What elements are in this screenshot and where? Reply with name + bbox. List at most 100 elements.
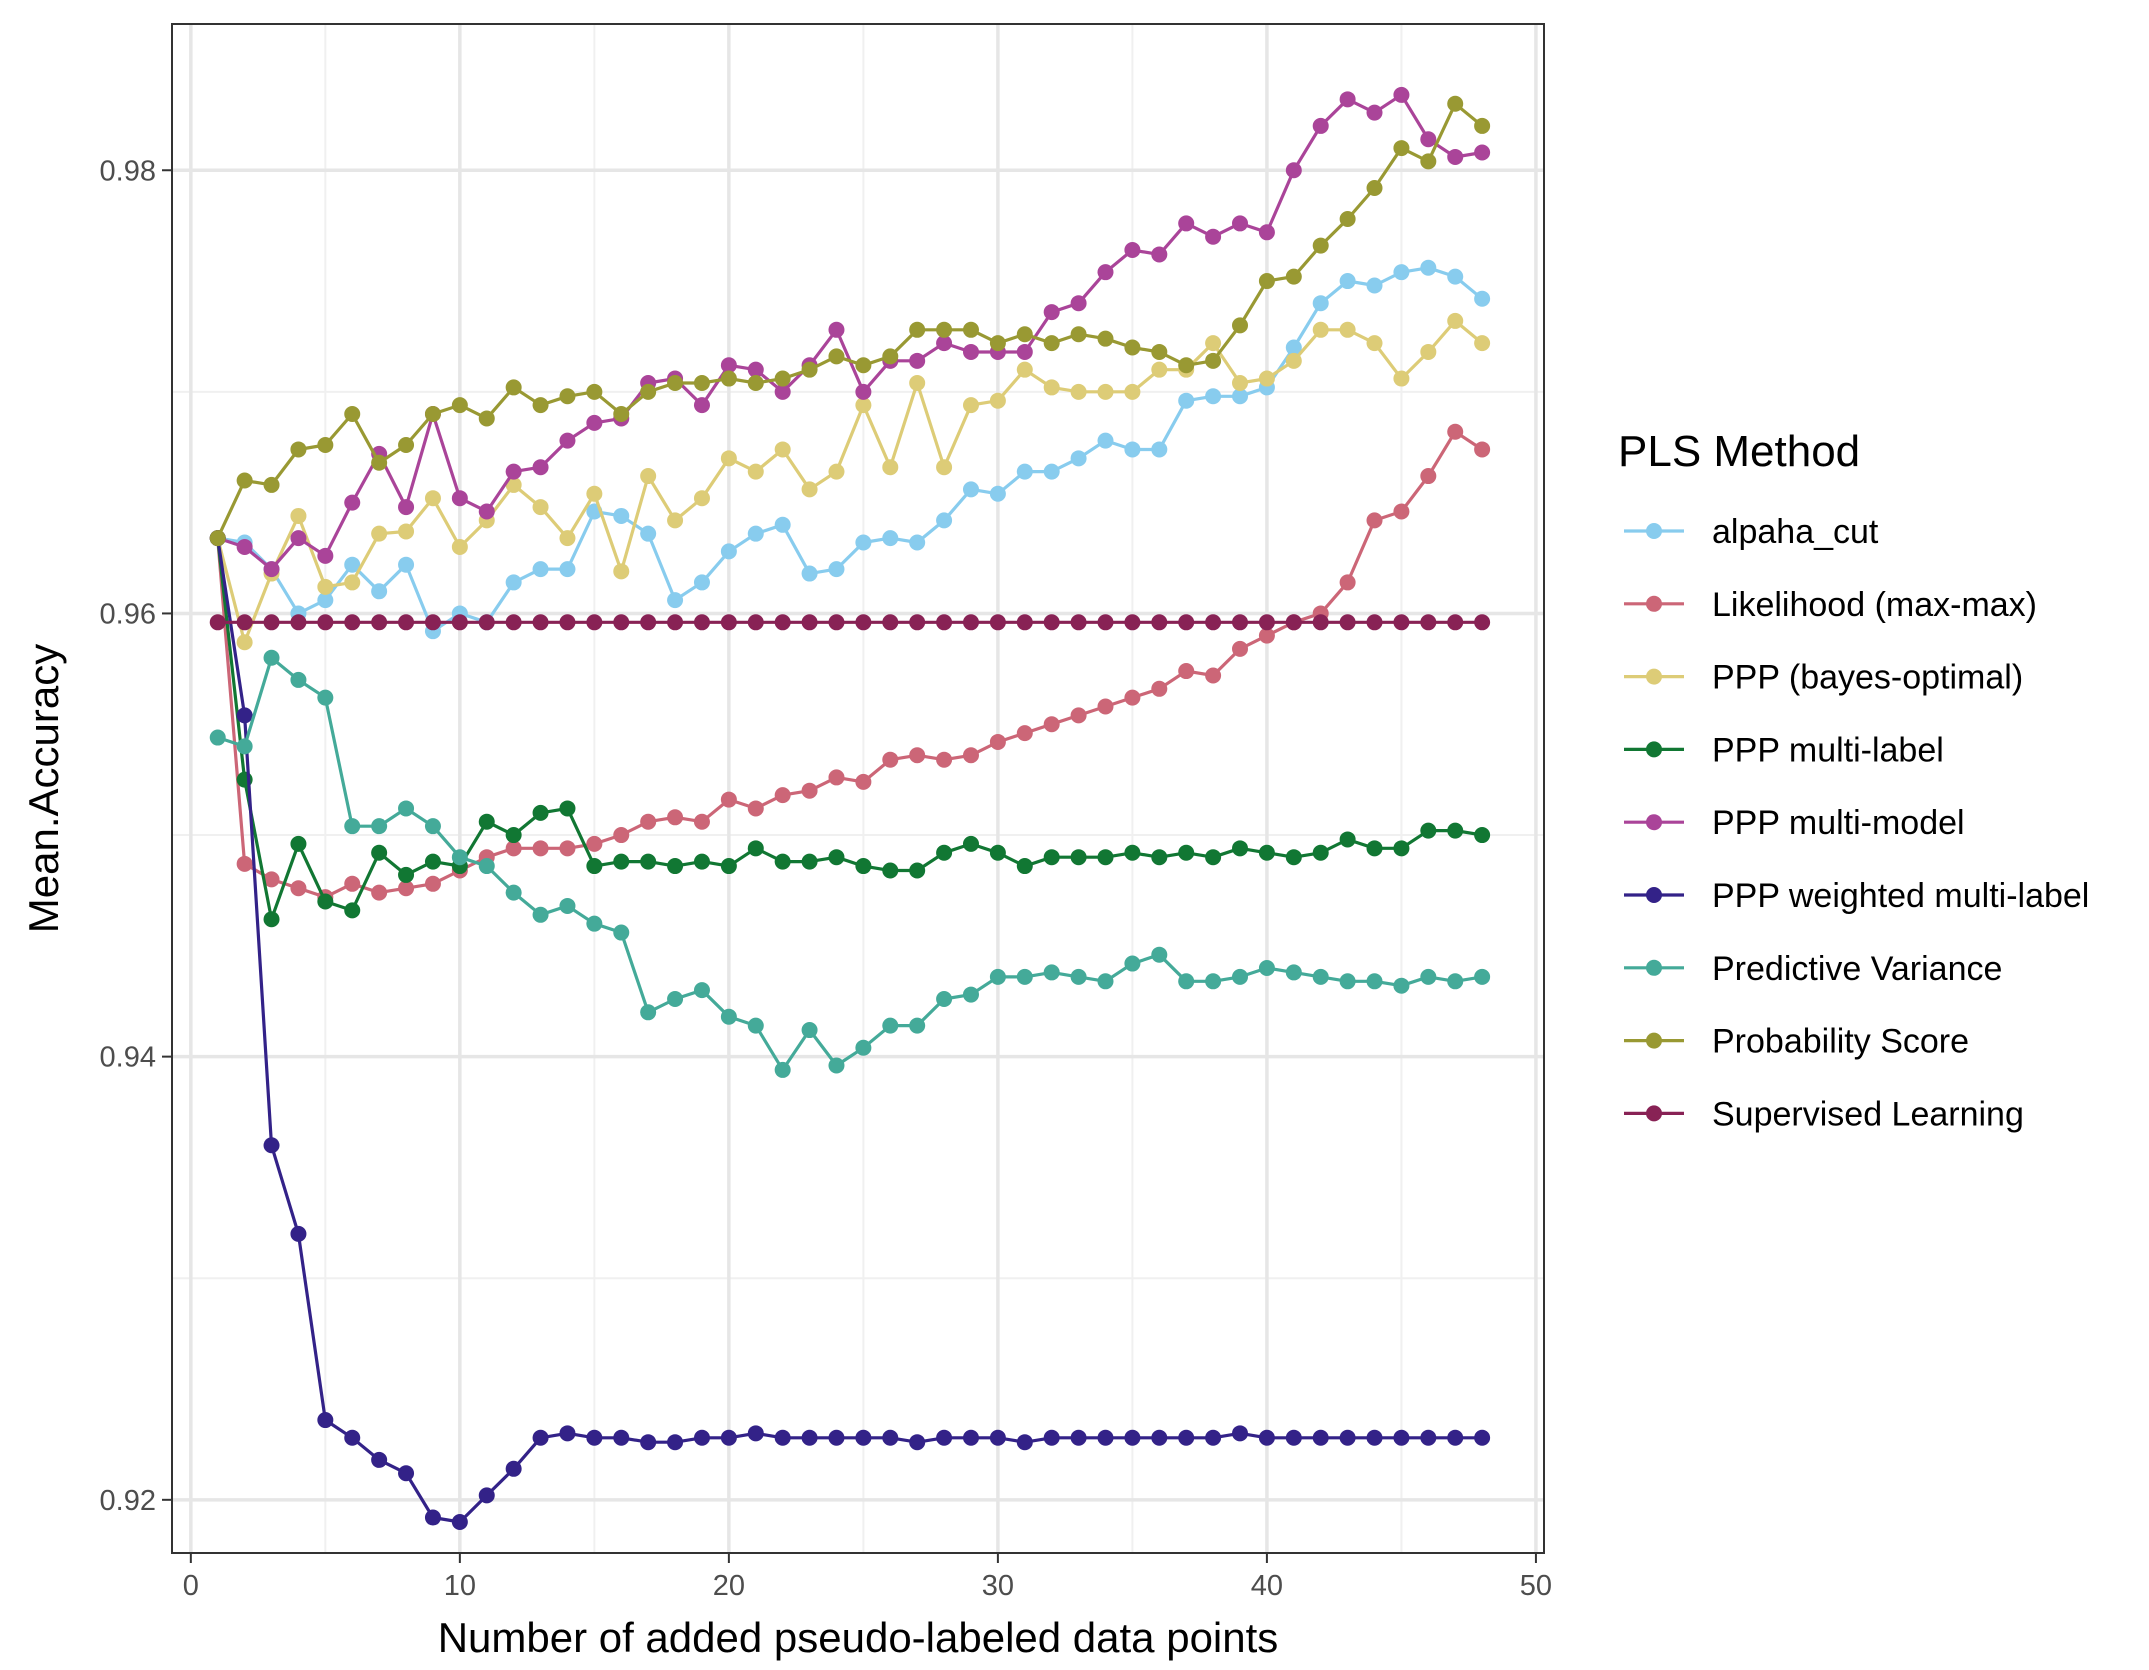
data-point [263, 1137, 280, 1154]
legend-key-point [1646, 523, 1662, 539]
data-point [1339, 211, 1356, 228]
data-point [532, 1429, 549, 1446]
data-point [1043, 379, 1060, 396]
data-point [451, 849, 468, 866]
data-point [1258, 370, 1275, 387]
data-point [1339, 321, 1356, 338]
data-point [478, 858, 495, 875]
data-point [317, 547, 334, 564]
data-point [1447, 268, 1464, 285]
data-point [909, 1017, 926, 1034]
data-point [1124, 441, 1141, 458]
data-point [1312, 295, 1329, 312]
data-point [1447, 614, 1464, 631]
data-point [1312, 1429, 1329, 1446]
data-point [613, 827, 630, 844]
data-point [1205, 973, 1222, 990]
data-point [1339, 1429, 1356, 1446]
data-point [667, 858, 684, 875]
data-point [801, 361, 818, 378]
data-point [1043, 335, 1060, 352]
data-point [532, 397, 549, 414]
data-point [344, 574, 361, 591]
x-tick-label: 10 [444, 1570, 476, 1602]
data-point [1339, 831, 1356, 848]
data-point [1124, 242, 1141, 259]
data-point [936, 459, 953, 476]
data-point [532, 499, 549, 516]
data-point [828, 348, 845, 365]
data-point [801, 614, 818, 631]
data-point [1258, 844, 1275, 861]
data-point [1232, 840, 1249, 857]
data-point [398, 800, 415, 817]
data-point [1205, 614, 1222, 631]
data-point [344, 614, 361, 631]
data-point [640, 525, 657, 542]
data-point [1285, 352, 1302, 369]
data-point [398, 556, 415, 573]
data-point [1124, 339, 1141, 356]
legend-label: Probability Score [1712, 1023, 1969, 1061]
data-point [1474, 1429, 1491, 1446]
data-point [1043, 964, 1060, 981]
data-point [290, 441, 307, 458]
data-point [962, 986, 979, 1003]
data-point [236, 472, 253, 489]
data-point [693, 374, 710, 391]
data-point [1178, 215, 1195, 232]
data-point [801, 481, 818, 498]
data-point [640, 1434, 657, 1451]
data-point [613, 924, 630, 941]
data-point [801, 1022, 818, 1039]
data-point [478, 1487, 495, 1504]
data-point [747, 374, 764, 391]
data-point [936, 321, 953, 338]
data-point [774, 614, 791, 631]
data-point [1070, 326, 1087, 343]
data-point [747, 463, 764, 480]
data-point [882, 614, 899, 631]
data-point [640, 1004, 657, 1021]
data-point [1312, 117, 1329, 134]
data-point [371, 1451, 388, 1468]
data-point [962, 747, 979, 764]
data-point [1393, 1429, 1410, 1446]
data-point [1232, 1425, 1249, 1442]
data-point [989, 844, 1006, 861]
data-point [667, 809, 684, 826]
data-point [290, 507, 307, 524]
data-point [1474, 117, 1491, 134]
series-group [209, 530, 1491, 1530]
data-point [613, 1429, 630, 1446]
data-point [1043, 849, 1060, 866]
data-point [1070, 707, 1087, 724]
data-point [1205, 335, 1222, 352]
data-point [613, 406, 630, 423]
data-point [936, 512, 953, 529]
data-point [962, 321, 979, 338]
data-point [909, 534, 926, 551]
data-point [1124, 955, 1141, 972]
data-point [720, 614, 737, 631]
data-point [451, 614, 468, 631]
data-point [909, 747, 926, 764]
data-point [1420, 343, 1437, 360]
data-point [828, 1057, 845, 1074]
data-point [613, 614, 630, 631]
legend-key-point [1646, 959, 1662, 976]
data-point [747, 1425, 764, 1442]
data-point [855, 858, 872, 875]
data-point [424, 875, 441, 892]
data-point [1339, 273, 1356, 290]
data-point [1258, 1429, 1275, 1446]
data-point [586, 383, 603, 400]
data-point [640, 468, 657, 485]
data-point [1151, 343, 1168, 360]
data-point [774, 853, 791, 870]
data-point [344, 494, 361, 511]
data-point [1232, 614, 1249, 631]
legend-item: Supervised Learning [1624, 1095, 2024, 1133]
data-point [1366, 973, 1383, 990]
data-point [1043, 716, 1060, 733]
